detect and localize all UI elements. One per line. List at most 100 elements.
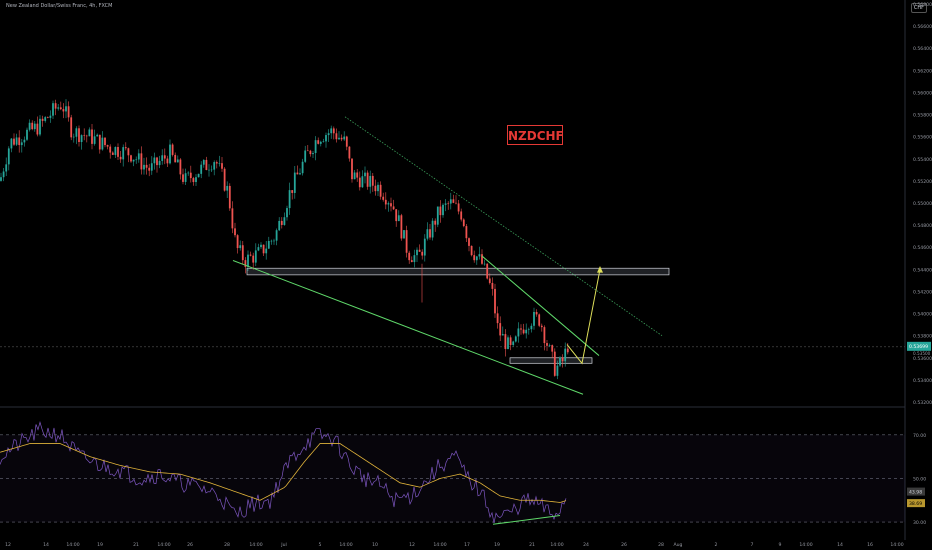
time-tick: 14:00 — [799, 542, 812, 548]
candle — [283, 217, 286, 225]
candle — [317, 140, 320, 144]
candle — [470, 245, 473, 256]
candle — [109, 146, 112, 153]
candle — [520, 328, 522, 330]
candle — [499, 323, 502, 336]
price-tick: 0.54600 — [913, 245, 932, 251]
candle — [356, 172, 359, 178]
price-tick: 0.55400 — [913, 157, 932, 163]
candle — [218, 163, 221, 164]
candle — [345, 136, 348, 147]
price-tick: 0.56200 — [913, 68, 932, 74]
candle — [304, 150, 307, 162]
candle — [483, 263, 486, 265]
time-tick: 14 — [43, 542, 49, 548]
candle — [70, 117, 73, 138]
candle — [124, 147, 127, 149]
candle — [13, 138, 15, 145]
candle — [83, 135, 86, 136]
candle — [335, 133, 338, 140]
candle — [122, 147, 125, 160]
candle — [322, 141, 325, 142]
candle — [49, 115, 52, 118]
candle — [319, 141, 322, 144]
price-tick: 0.54400 — [913, 267, 932, 273]
candle — [137, 153, 140, 160]
time-tick: 14:00 — [433, 542, 446, 548]
wedge-support-line — [232, 260, 584, 395]
candle — [153, 157, 156, 164]
candle — [18, 137, 21, 146]
price-tick: 0.55800 — [913, 113, 932, 119]
time-tick: 21 — [529, 542, 535, 548]
symbol-label: NZDCHF — [507, 125, 564, 145]
price-tag-box — [907, 341, 931, 351]
candle — [239, 245, 242, 249]
candle — [36, 123, 39, 135]
candle — [20, 142, 23, 146]
candle — [197, 173, 200, 178]
candle — [176, 159, 179, 163]
time-tick: 21 — [133, 542, 139, 548]
candle — [397, 215, 400, 222]
price-tick: 0.55000 — [913, 201, 932, 207]
candle — [187, 172, 190, 174]
candle — [57, 107, 60, 109]
candle — [501, 334, 504, 336]
candle — [280, 220, 283, 225]
price-tick: 0.53600 — [913, 356, 932, 362]
candle — [143, 164, 145, 170]
candle — [244, 260, 247, 267]
candle — [169, 144, 171, 164]
zones — [246, 267, 670, 364]
candle — [384, 199, 387, 205]
candle — [481, 254, 483, 264]
price-tag: 0.53699 — [909, 344, 928, 350]
candle — [158, 160, 161, 166]
candle — [104, 137, 106, 146]
candle — [527, 329, 530, 330]
candle — [436, 206, 439, 225]
candle — [182, 174, 184, 182]
candle — [299, 173, 301, 175]
time-tick: 19 — [97, 542, 103, 548]
time-axis: 12 14 14:00 19 21 14:00 26 28 14:00 Jul 5 14:00 10 12… — [5, 542, 904, 548]
candle — [462, 219, 465, 227]
candle — [538, 314, 541, 326]
candle — [130, 155, 132, 162]
candle — [85, 135, 88, 137]
time-tick: 28 — [658, 542, 664, 548]
candle — [200, 164, 203, 174]
candle — [374, 185, 377, 192]
candle — [312, 153, 314, 155]
candle — [390, 203, 392, 207]
candle — [205, 159, 208, 171]
candle — [468, 238, 470, 246]
chart-title: New Zealand Dollar/Swiss Franc, 4h, FXCM — [6, 3, 113, 9]
candle — [46, 117, 49, 118]
time-tick: 2 — [715, 542, 718, 548]
candle — [148, 167, 151, 171]
price-tick: 0.53800 — [913, 334, 932, 340]
candle — [221, 163, 223, 169]
candle — [286, 208, 288, 218]
currency-button[interactable]: CHF — [911, 3, 927, 13]
price-axis: 0.56800 0.56600 0.56400 0.56200 0.56000 0.558… — [907, 2, 932, 406]
price-tick: 0.56000 — [913, 90, 932, 96]
candle — [330, 128, 333, 134]
time-tick: Jul — [280, 542, 287, 548]
candle — [418, 249, 421, 252]
candle — [309, 150, 312, 155]
candle — [163, 155, 166, 159]
candle — [358, 177, 361, 188]
price-candles — [0, 99, 569, 380]
candle — [135, 159, 138, 161]
candle — [301, 161, 304, 174]
candle — [509, 337, 512, 345]
candle — [348, 146, 351, 159]
rsi-tick: 70.00 — [913, 433, 926, 439]
time-tick: Aug — [674, 542, 683, 548]
candle — [192, 178, 195, 183]
candle — [353, 172, 356, 180]
